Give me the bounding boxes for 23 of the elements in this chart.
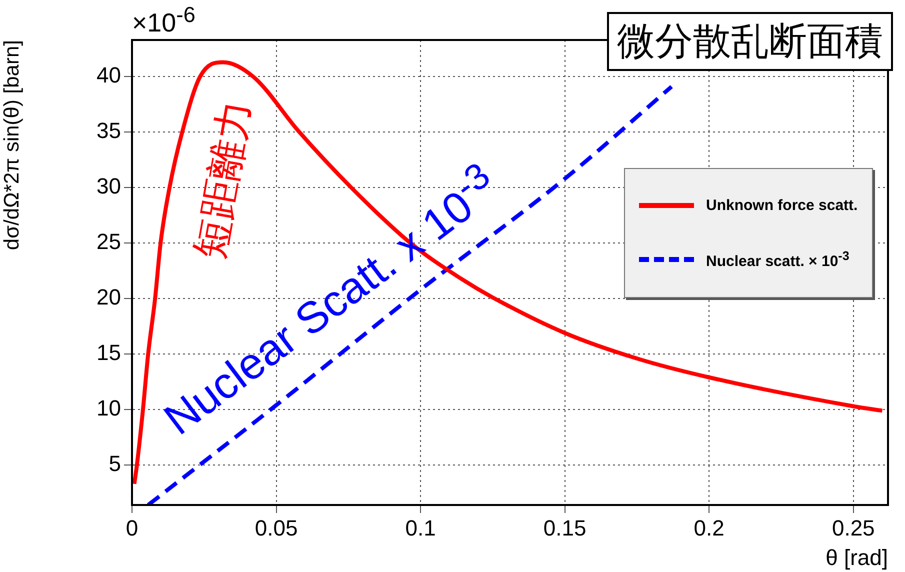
legend-label: Nuclear scatt. × 10$^{-3}$ [706,249,850,270]
x-axis-title: θ [rad] [826,544,888,570]
x-tick-label: 0 [126,515,138,540]
y-tick-label: 10 [96,396,121,421]
x-tick-label: 0.1 [405,515,436,540]
y-tick-label: 20 [96,284,121,310]
y-tick-label: 35 [96,118,121,144]
y-tick-label: 25 [96,229,121,254]
y-tick-label: 40 [96,62,121,88]
line-series [146,84,674,505]
x-tick-label: 0.25 [832,515,875,540]
x-tick-label: 0.15 [543,515,586,540]
y-tick-label: 30 [96,174,121,199]
y-tick-label: 5 [108,451,121,476]
chart-title: 微分散乱断面積 [607,12,893,71]
annotation: 短距離力 [186,96,261,264]
y-tick-label: 15 [96,340,121,366]
text: ×10$^{-6}$ [132,2,196,39]
line-series [132,60,884,486]
x-tick-label: 0.2 [694,515,724,540]
y-axis-title: dσ/dΩ*2π sin(θ) [barn] [0,40,24,250]
legend-label: Unknown force scatt. [706,197,858,214]
x-tick-label: 0.05 [254,515,298,540]
